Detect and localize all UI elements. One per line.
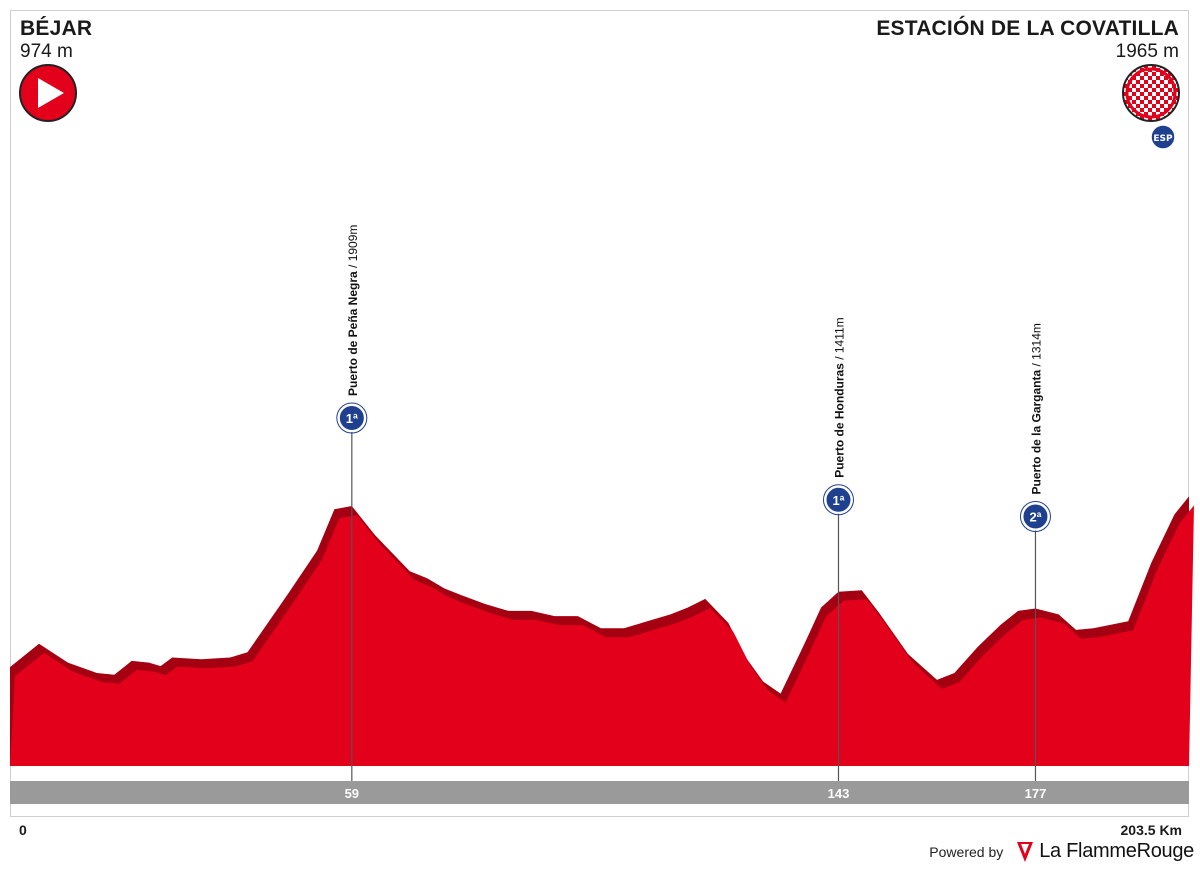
distance-end-label: 203.5 Km <box>1120 822 1182 838</box>
svg-text:ESP: ESP <box>1153 134 1173 144</box>
climb-category-label: 1ª <box>832 493 844 508</box>
profile-frame <box>10 10 1189 817</box>
climb-markers: 1ª Puerto de Peña Negra / 1909m 59 1ª Puerto… <box>336 225 1051 801</box>
finish-town-name: ESTACIÓN DE LA COVATILLA <box>876 17 1179 40</box>
start-arrow-icon <box>19 64 77 122</box>
flamme-rouge-logo-icon <box>1017 841 1034 862</box>
climb-category-badge-icon: 2ª <box>1019 501 1051 533</box>
finish-altitude: 1965 m <box>1115 41 1179 62</box>
start-town-name: BÉJAR <box>20 17 93 40</box>
climb-category-label: 2ª <box>1029 510 1041 525</box>
climb-name-label: Puerto de la Garganta / 1314m <box>1029 323 1043 494</box>
brand-name: La FlammeRouge <box>1039 840 1194 862</box>
climb-category-label: 1ª <box>346 411 358 426</box>
finish-flag-icon <box>1122 64 1180 122</box>
distance-start-label: 0 <box>19 822 27 838</box>
powered-by-label: Powered by <box>929 843 1004 860</box>
start-altitude: 974 m <box>20 41 73 62</box>
climb-category-badge-icon: 1ª <box>336 402 368 434</box>
climb-km-label: 177 <box>1025 786 1047 801</box>
climb-name-label: Puerto de Honduras / 1411m <box>832 317 846 478</box>
elevation-area <box>10 496 1194 766</box>
climb-km-label: 143 <box>828 786 850 801</box>
climb-name-label: Puerto de Peña Negra / 1909m <box>346 225 360 396</box>
km-bar <box>10 781 1189 804</box>
footer-credit: Powered by La FlammeRouge <box>929 840 1194 863</box>
climb-km-label: 59 <box>345 786 359 801</box>
summit-finish-badge-icon: ESP <box>1150 124 1176 150</box>
profile-area-fill <box>10 505 1194 766</box>
climb-category-badge-icon: 1ª <box>822 484 854 516</box>
